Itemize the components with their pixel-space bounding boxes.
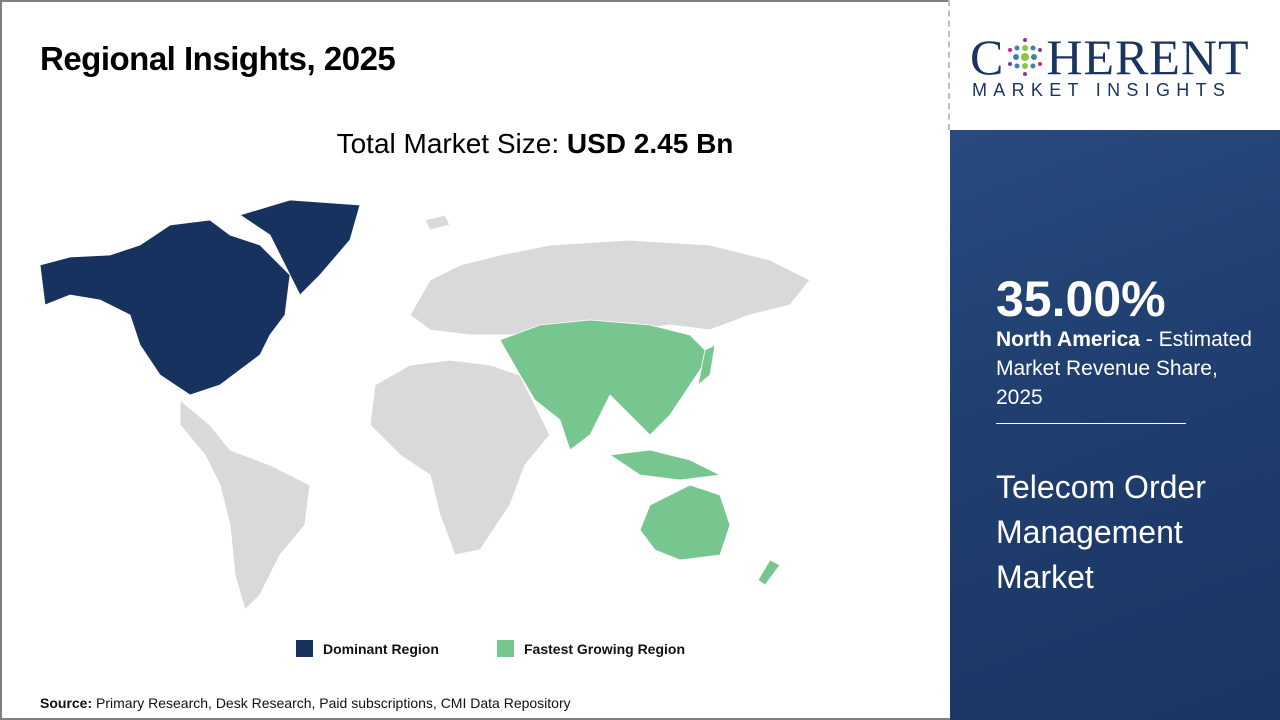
legend-fastest: Fastest Growing Region <box>497 640 685 657</box>
region-greenland <box>239 199 361 296</box>
region-japan <box>697 344 716 387</box>
share-percent: 35.00% <box>996 271 1166 327</box>
logo-letters: HERENT <box>1046 29 1250 85</box>
legend-dominant: Dominant Region <box>296 640 439 657</box>
separator-line <box>996 423 1186 424</box>
total-market-size: Total Market Size: USD 2.45 Bn <box>0 128 1070 160</box>
source-label: Source: <box>40 695 93 711</box>
total-label: Total Market Size: <box>336 128 560 159</box>
legend-swatch-dominant <box>296 640 313 657</box>
region-australia <box>639 484 731 561</box>
logo-letter: C <box>970 29 1005 85</box>
share-description: North America - Estimated Market Revenue… <box>996 325 1266 412</box>
world-map <box>39 199 811 611</box>
region-north-america <box>39 219 291 396</box>
highlight-panel: 35.00% North America - Estimated Market … <box>950 130 1280 720</box>
region-africa-middle-east <box>369 359 551 556</box>
legend-label: Fastest Growing Region <box>524 640 686 657</box>
logo-wordmark: C HERENT <box>970 28 1250 86</box>
logo-subtitle: MARKET INSIGHTS <box>972 80 1232 100</box>
legend-swatch-fastest <box>497 640 514 657</box>
region-new-zealand <box>757 559 781 586</box>
share-desc-text: - Estimated Market Revenue Share, 2025 <box>996 328 1252 409</box>
total-value: USD 2.45 Bn <box>566 128 734 159</box>
market-name: Telecom Order Management Market <box>996 469 1206 595</box>
legend-label: Dominant Region <box>323 640 439 657</box>
region-asia-pacific <box>499 319 711 451</box>
divider <box>948 0 950 130</box>
globe-icon <box>1008 38 1043 76</box>
map-panel: Regional Insights, 2025 Total Market Siz… <box>39 40 811 711</box>
region-latin-america <box>179 398 311 611</box>
source-note: Source: Primary Research, Desk Research,… <box>40 695 571 711</box>
region-iceland <box>424 214 451 231</box>
page-title: Regional Insights, 2025 <box>40 40 396 77</box>
region-europe-russia <box>409 239 811 336</box>
share-region: North America <box>996 328 1140 351</box>
source-text: Primary Research, Desk Research, Paid su… <box>96 695 571 711</box>
logo: C HERENT MARKET INSIGHTS <box>950 0 1280 130</box>
region-southeast-asia-islands <box>608 449 722 481</box>
